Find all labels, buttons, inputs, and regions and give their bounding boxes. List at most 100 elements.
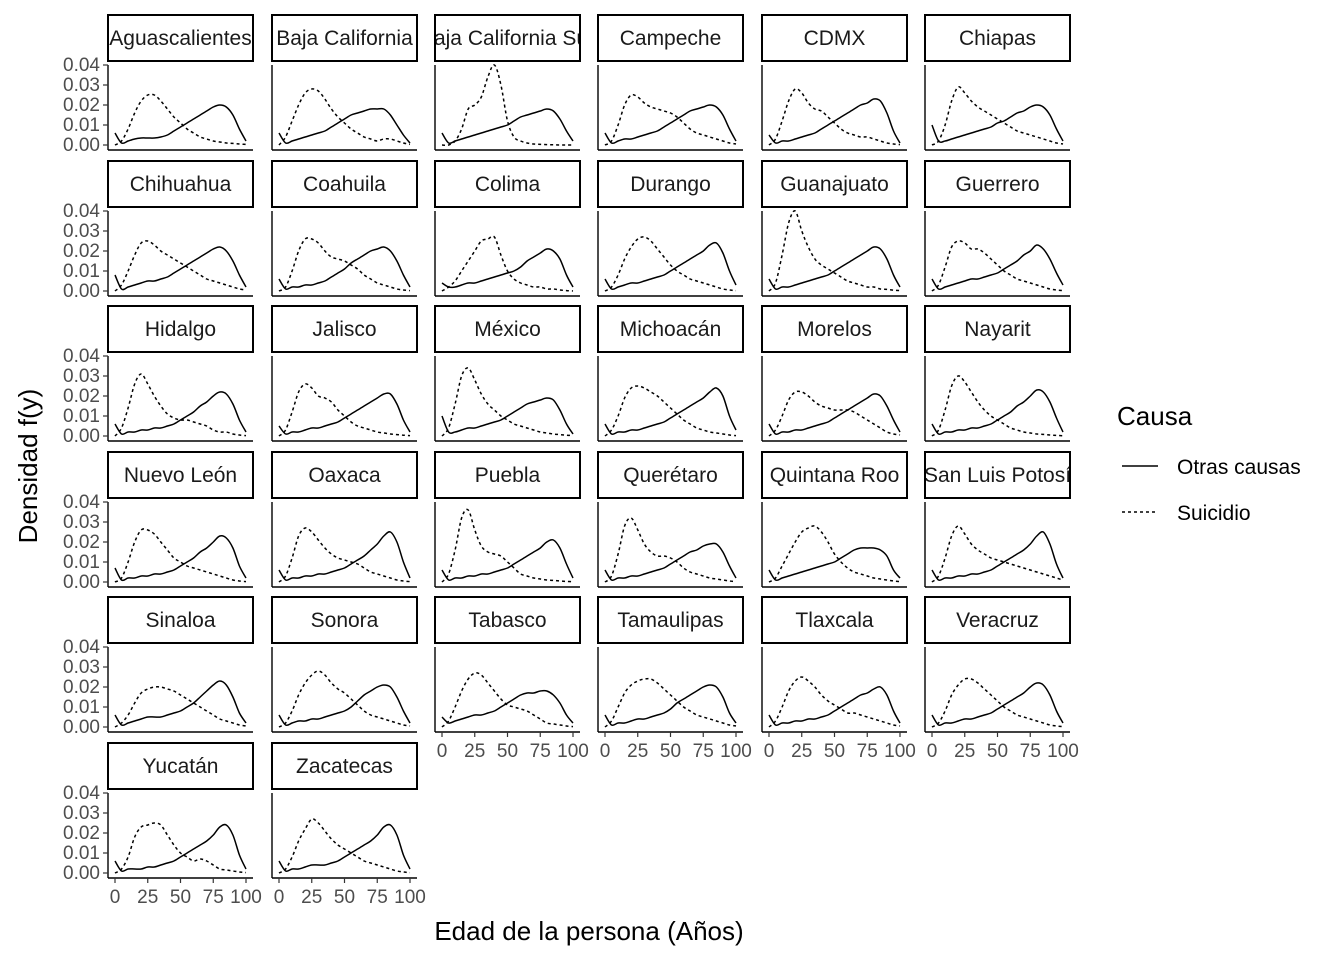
panel-strip-label: Oaxaca — [308, 464, 381, 487]
y-tick-label: 0.00 — [63, 717, 100, 738]
y-tick-label: 0.02 — [63, 532, 100, 553]
x-tick-label: 75 — [1020, 741, 1041, 762]
panel-strip-label: Zacatecas — [296, 755, 393, 778]
y-tick-label: 0.01 — [63, 261, 100, 282]
panel-durango: Durango — [597, 160, 744, 297]
series-line-otras-causas — [768, 547, 901, 582]
x-tick-label: 100 — [1047, 741, 1079, 762]
series-line-otras-causas — [931, 682, 1064, 727]
series-line-suicidio — [114, 528, 247, 583]
x-tick-label: 50 — [824, 741, 845, 762]
y-tick-label: 0.03 — [63, 221, 100, 242]
series-line-otras-causas — [768, 393, 901, 436]
series-line-otras-causas — [604, 387, 737, 436]
y-tick-label: 0.01 — [63, 697, 100, 718]
series-line-suicidio — [931, 375, 1064, 437]
x-tick-label: 50 — [660, 741, 681, 762]
panel-quintana-roo: Quintana Roo — [761, 451, 908, 588]
panel-baja-california-sur: Baja California Sur — [434, 14, 581, 151]
panel-strip — [924, 596, 1071, 644]
panel-strip-label: Guerrero — [955, 173, 1039, 196]
series-line-suicidio — [768, 390, 901, 437]
series-line-otras-causas — [604, 104, 737, 145]
x-tick-label: 25 — [464, 741, 485, 762]
panel-baja-california: Baja California — [271, 14, 418, 151]
panel-strip — [597, 305, 744, 353]
y-tick-label: 0.02 — [63, 823, 100, 844]
y-tick-label: 0.03 — [63, 803, 100, 824]
series-line-otras-causas — [441, 397, 574, 435]
y-tick-label: 0.02 — [63, 386, 100, 407]
y-tick-label: 0.01 — [63, 406, 100, 427]
series-line-suicidio — [604, 517, 737, 583]
panel-strip — [434, 305, 581, 353]
panel-strip-label: Morelos — [797, 318, 872, 341]
panel-strip-label: Nuevo León — [124, 464, 237, 487]
panel-strip — [271, 305, 418, 353]
y-tick-label: 0.01 — [63, 552, 100, 573]
series-line-otras-causas — [768, 686, 901, 727]
series-line-suicidio — [441, 235, 574, 292]
panel-puebla: Puebla — [434, 451, 581, 588]
panel-strip — [107, 742, 254, 790]
y-tick-label: 0.04 — [63, 201, 100, 222]
series-line-otras-causas — [278, 531, 411, 582]
panel-tlaxcala: Tlaxcala 0 25 50 75 100 — [761, 596, 916, 762]
x-tick-label: 100 — [230, 887, 262, 908]
panel-strip — [271, 742, 418, 790]
panel-strip — [271, 451, 418, 499]
series-line-suicidio — [278, 237, 411, 292]
y-tick-label: 0.02 — [63, 241, 100, 262]
panel-aguascalientes: Aguascalientes 0.000.010.020.030.04 — [63, 14, 254, 156]
panel-strip-label: México — [474, 318, 541, 341]
panel-strip — [761, 160, 908, 208]
series-line-otras-causas — [604, 542, 737, 582]
series-line-otras-causas — [768, 98, 901, 144]
panel-jalisco: Jalisco — [271, 305, 418, 442]
panel-strip — [761, 305, 908, 353]
series-line-otras-causas — [278, 823, 411, 873]
x-tick-label: 25 — [301, 887, 322, 908]
x-tick-label: 50 — [170, 887, 191, 908]
panel-strip-label: Jalisco — [312, 318, 376, 341]
panel-strip-label: Coahuila — [303, 173, 386, 196]
panel-veracruz: Veracruz 0 25 50 75 100 — [924, 596, 1079, 762]
panel-strip-label: Campeche — [620, 27, 722, 50]
panel-chiapas: Chiapas — [924, 14, 1071, 151]
x-tick-label: 25 — [137, 887, 158, 908]
x-tick-label: 50 — [497, 741, 518, 762]
panel-colima: Colima — [434, 160, 581, 297]
series-line-otras-causas — [441, 248, 574, 289]
x-tick-label: 0 — [274, 887, 285, 908]
panel-strip — [597, 451, 744, 499]
y-tick-label: 0.02 — [63, 677, 100, 698]
panel-guanajuato: Guanajuato — [761, 160, 908, 297]
panel-campeche: Campeche — [597, 14, 744, 151]
series-line-otras-causas — [114, 391, 247, 436]
panel-strip — [924, 14, 1071, 62]
y-tick-label: 0.04 — [63, 55, 100, 76]
x-tick-label: 25 — [954, 741, 975, 762]
y-tick-label: 0.03 — [63, 75, 100, 96]
series-line-otras-causas — [604, 241, 737, 291]
x-tick-label: 0 — [764, 741, 775, 762]
panel-strip-label: Sinaloa — [145, 609, 215, 632]
series-line-otras-causas — [114, 534, 247, 582]
panel-cdmx: CDMX — [761, 14, 908, 151]
legend-label-suicidio: Suicidio — [1177, 502, 1251, 525]
series-line-otras-causas — [441, 689, 574, 724]
panel-strip — [107, 596, 254, 644]
panel-guerrero: Guerrero — [924, 160, 1071, 297]
panel-strip-label: Tamaulipas — [617, 609, 723, 632]
x-tick-label: 0 — [927, 741, 938, 762]
series-line-suicidio — [441, 508, 574, 583]
panel-strip-label: Baja California — [276, 27, 413, 50]
series-line-otras-causas — [768, 246, 901, 291]
series-line-suicidio — [931, 525, 1064, 583]
x-axis-title: Edad de la persona (Años) — [434, 916, 743, 946]
panel-strip — [434, 14, 581, 62]
panel-strip-label: Nayarit — [964, 318, 1031, 341]
x-tick-label: 100 — [884, 741, 916, 762]
